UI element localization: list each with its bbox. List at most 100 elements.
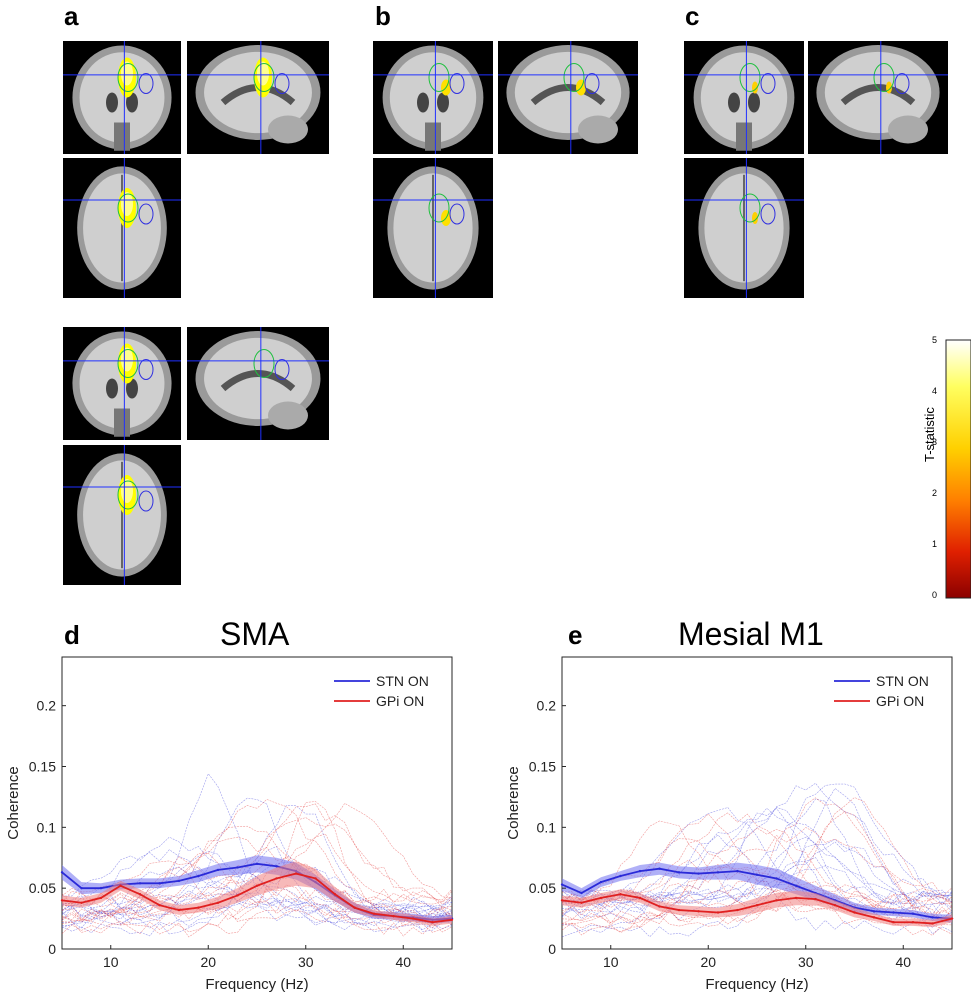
colorbar-label: T-statistic bbox=[922, 407, 937, 462]
panel-label-a: a bbox=[64, 1, 79, 31]
y-tick-label: 0.2 bbox=[37, 698, 57, 714]
individual-trace bbox=[61, 825, 453, 927]
brain-slice-ax bbox=[373, 158, 493, 298]
individual-trace bbox=[61, 867, 453, 924]
colorbar-tick-4: 4 bbox=[932, 386, 938, 396]
legend-label-gpi: GPi ON bbox=[376, 693, 424, 709]
data-point-stn bbox=[658, 867, 661, 870]
data-point-gpi bbox=[638, 896, 642, 900]
x-tick-label: 30 bbox=[798, 954, 814, 970]
data-point-gpi bbox=[599, 896, 603, 900]
data-point-gpi bbox=[775, 899, 778, 902]
y-tick-label: 0 bbox=[548, 941, 556, 957]
data-point-stn bbox=[580, 891, 583, 895]
data-point-gpi bbox=[60, 899, 64, 902]
individual-trace bbox=[561, 839, 953, 938]
x-tick-label: 30 bbox=[298, 954, 314, 970]
y-tick-label: 0 bbox=[48, 941, 56, 957]
legend-box bbox=[830, 669, 948, 713]
chart-sma: 10 20 30 40 0 0.05 0.1 0.15 0.2 Frequency (Hz) Coh… bbox=[5, 656, 454, 993]
data-point-stn bbox=[599, 880, 603, 884]
individual-trace bbox=[61, 890, 453, 938]
individual-trace bbox=[61, 861, 453, 910]
y-tick-label: 0.15 bbox=[529, 759, 556, 775]
data-point-stn bbox=[619, 874, 622, 878]
individual-trace bbox=[561, 807, 953, 916]
data-point-gpi bbox=[658, 905, 661, 908]
y-axis-title: Coherence bbox=[5, 766, 22, 839]
data-point-gpi bbox=[138, 893, 142, 896]
data-point-stn bbox=[255, 862, 259, 866]
data-point-gpi bbox=[619, 893, 622, 896]
individual-trace bbox=[61, 803, 453, 912]
colorbar-tick-2: 2 bbox=[932, 488, 938, 498]
y-tick-label: 0.2 bbox=[537, 698, 557, 714]
data-point-gpi bbox=[372, 912, 376, 915]
data-point-gpi bbox=[275, 877, 278, 880]
y-tick-label: 0.05 bbox=[29, 880, 56, 896]
legend-label-gpi: GPi ON bbox=[876, 693, 924, 709]
data-point-stn bbox=[775, 877, 778, 880]
data-point-gpi bbox=[950, 917, 954, 920]
data-point-stn bbox=[677, 871, 681, 874]
panel-label-d: d bbox=[64, 620, 80, 650]
individual-trace bbox=[61, 866, 453, 932]
data-point-stn bbox=[138, 882, 142, 885]
data-point-gpi bbox=[736, 908, 739, 912]
data-point-stn bbox=[236, 866, 239, 869]
individual-trace bbox=[561, 836, 953, 904]
x-tick-label: 40 bbox=[395, 954, 411, 970]
data-point-gpi bbox=[580, 901, 583, 904]
data-point-stn bbox=[911, 912, 915, 915]
individual-trace bbox=[61, 894, 453, 937]
brain-slice-sag bbox=[808, 41, 948, 154]
individual-trace bbox=[61, 833, 453, 906]
data-point-gpi bbox=[255, 884, 259, 887]
x-axis-title: Frequency (Hz) bbox=[205, 976, 308, 993]
colorbar-tick-3: 3 bbox=[932, 437, 938, 447]
data-point-stn bbox=[892, 911, 895, 914]
individual-trace bbox=[61, 797, 453, 917]
y-tick-label: 0.1 bbox=[537, 819, 557, 835]
brain-slice-sag bbox=[498, 41, 638, 154]
data-point-stn bbox=[931, 916, 934, 919]
panel-label-c: c bbox=[685, 1, 700, 31]
data-point-gpi bbox=[314, 877, 317, 880]
data-point-gpi bbox=[119, 884, 122, 887]
brain-slice-ax bbox=[684, 158, 804, 298]
data-point-gpi bbox=[80, 901, 83, 904]
plot-d-title: SMA bbox=[220, 616, 290, 652]
legend-label-stn: STN ON bbox=[376, 673, 429, 689]
individual-trace bbox=[61, 817, 453, 905]
y-tick-label: 0.05 bbox=[529, 880, 556, 896]
data-point-gpi bbox=[177, 908, 181, 912]
data-point-stn bbox=[80, 886, 83, 890]
brain-slice-sag bbox=[187, 41, 329, 154]
x-tick-label: 20 bbox=[200, 954, 216, 970]
brain-slice-cor bbox=[63, 41, 181, 154]
x-tick-label: 10 bbox=[603, 954, 619, 970]
y-tick-label: 0.15 bbox=[29, 759, 56, 775]
data-point-gpi bbox=[560, 899, 564, 902]
individual-trace bbox=[561, 811, 953, 925]
data-point-gpi bbox=[411, 917, 415, 920]
data-point-gpi bbox=[158, 904, 161, 907]
individual-trace bbox=[561, 798, 953, 906]
legend-label-stn: STN ON bbox=[876, 673, 929, 689]
brain-slice-cor bbox=[684, 41, 804, 154]
individual-trace bbox=[561, 807, 953, 918]
data-point-gpi bbox=[833, 904, 837, 907]
data-point-stn bbox=[872, 910, 876, 913]
data-point-stn bbox=[736, 869, 739, 873]
data-point-stn bbox=[697, 872, 700, 875]
data-point-gpi bbox=[911, 921, 915, 924]
individual-trace bbox=[61, 799, 453, 928]
data-point-stn bbox=[560, 883, 564, 886]
data-point-stn bbox=[716, 871, 720, 874]
legend-box bbox=[330, 669, 448, 713]
data-point-stn bbox=[60, 871, 64, 874]
data-point-gpi bbox=[853, 911, 856, 914]
colorbar-gradient bbox=[945, 339, 971, 599]
data-point-gpi bbox=[716, 911, 720, 914]
data-point-gpi bbox=[353, 906, 356, 909]
